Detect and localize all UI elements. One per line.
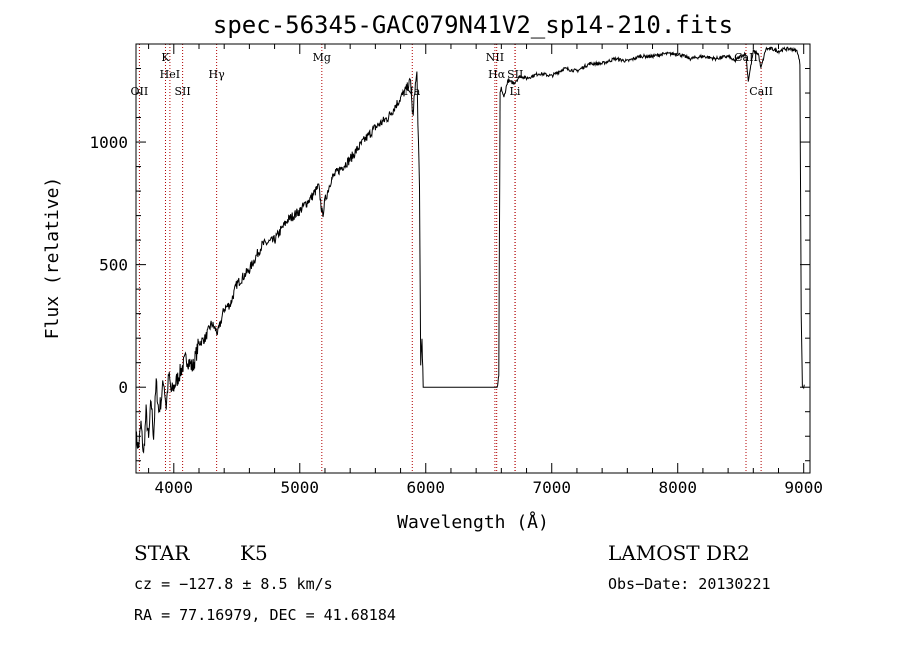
object-class: STAR (134, 541, 190, 565)
spectral-line-label: Mg (313, 51, 331, 64)
y-tick-label: 1000 (89, 133, 128, 152)
spectral-line-label: OII (131, 85, 149, 98)
x-tick-label: 4000 (155, 478, 194, 497)
x-axis-title: Wavelength (Å) (397, 511, 549, 533)
spectral-line-label: CaII (749, 85, 773, 98)
object-subclass: K5 (240, 541, 268, 565)
chart-title: spec-56345-GAC079N41V2_sp14-210.fits (213, 11, 733, 39)
x-tick-label: 5000 (281, 478, 320, 497)
plot-frame (135, 43, 811, 474)
redshift-velocity: cz = −127.8 ± 8.5 km/s (134, 575, 333, 593)
survey-name: LAMOST DR2 (608, 541, 750, 565)
x-tick-label: 7000 (532, 478, 571, 497)
x-tick-label: 9000 (784, 478, 823, 497)
y-tick-label: 0 (118, 378, 128, 397)
spectral-line-label: K (161, 51, 170, 64)
observation-date: Obs−Date: 20130221 (608, 575, 771, 593)
y-tick-label: 500 (99, 256, 128, 275)
spectral-line-label: NII (486, 51, 504, 64)
spectral-line-label: Li (510, 85, 521, 98)
spectral-line-label: Hγ (209, 68, 226, 81)
spectral-line-label: Hα (488, 68, 506, 81)
y-axis-title: Flux (relative) (42, 177, 63, 340)
x-tick-label: 6000 (406, 478, 445, 497)
spectral-line-label: SII (174, 85, 190, 98)
sky-coordinates: RA = 77.16979, DEC = 41.68184 (134, 606, 396, 624)
spectral-line-label: HeI (160, 68, 180, 81)
x-tick-label: 8000 (658, 478, 697, 497)
spectrum-line (135, 46, 805, 454)
